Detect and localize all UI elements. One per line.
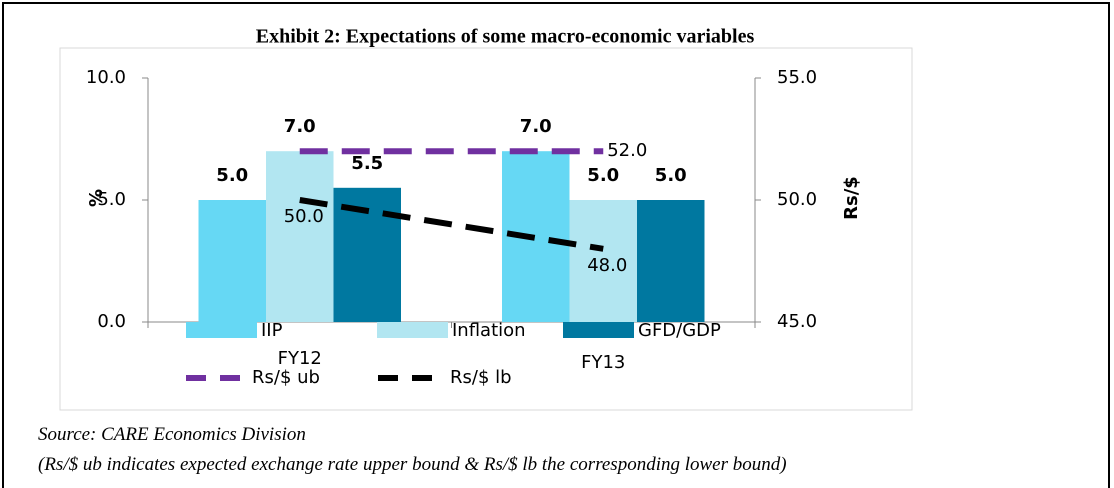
legend-swatch xyxy=(186,322,257,338)
y2-tick-label: 55.0 xyxy=(777,67,817,88)
bar xyxy=(266,151,334,322)
source-note: Source: CARE Economics Division xyxy=(38,424,306,445)
bar-value-label: 5.0 xyxy=(587,165,619,186)
y2-tick-label: 50.0 xyxy=(777,189,817,210)
bar-value-label: 5.5 xyxy=(351,153,383,174)
bar-value-label: 5.0 xyxy=(216,165,248,186)
legend-swatch xyxy=(563,322,634,338)
x-tick-label: FY13 xyxy=(581,352,625,373)
x-tick-label: FY12 xyxy=(278,348,322,369)
bar xyxy=(637,200,705,322)
y-axis-label: % xyxy=(86,189,107,207)
legend-swatch xyxy=(377,322,448,338)
bar-value-label: 7.0 xyxy=(520,116,552,137)
bar xyxy=(569,200,637,322)
line-value-label: 48.0 xyxy=(587,255,627,276)
footnote: (Rs/$ ub indicates expected exchange rat… xyxy=(38,454,787,475)
y-tick-label: 10.0 xyxy=(86,67,126,88)
chart-border xyxy=(59,47,913,411)
y2-tick-label: 45.0 xyxy=(777,311,817,332)
bar-value-label: 5.0 xyxy=(655,165,687,186)
legend-label: IIP xyxy=(261,320,283,341)
line-value-label: 50.0 xyxy=(284,206,324,227)
chart-title: Exhibit 2: Expectations of some macro-ec… xyxy=(256,26,755,48)
y2-axis-label: Rs/$ xyxy=(841,176,862,220)
line-series xyxy=(299,197,604,252)
y-tick-label: 0.0 xyxy=(97,311,126,332)
legend-label: GFD/GDP xyxy=(638,320,721,341)
legend-label: Rs/$ lb xyxy=(450,367,512,388)
legend-label: Inflation xyxy=(452,320,526,341)
bar-value-label: 7.0 xyxy=(284,116,316,137)
line-value-label: 52.0 xyxy=(607,140,647,161)
y-tick-label: 5.0 xyxy=(97,189,126,210)
legend-label: Rs/$ ub xyxy=(252,367,320,388)
bar xyxy=(198,200,266,322)
